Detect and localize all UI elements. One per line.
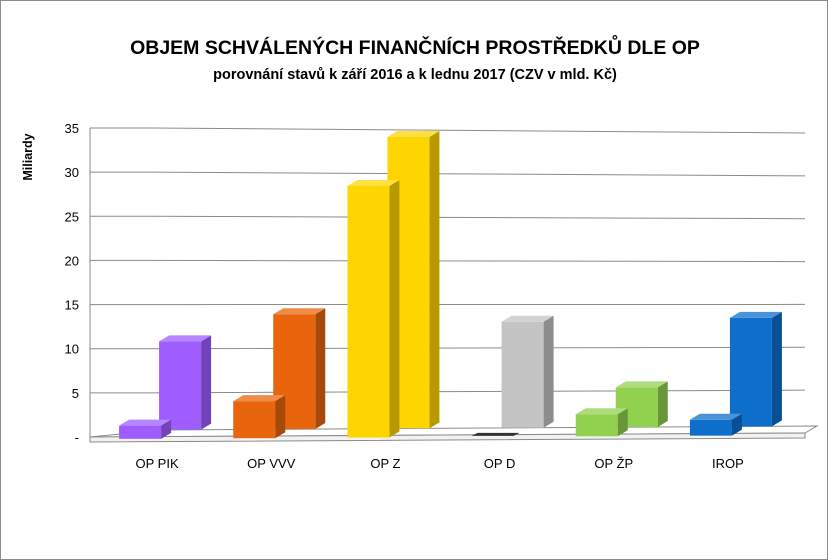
bar-front-1 (119, 419, 172, 439)
bar-top-face (347, 179, 400, 186)
y-tick-label: 5 (72, 386, 79, 401)
bar-back-4 (501, 315, 554, 428)
bar-side-face (275, 395, 286, 439)
y-tick-label: 20 (65, 253, 79, 268)
bar-top-face (689, 413, 742, 420)
x-tick-label: OP PIK (136, 456, 179, 471)
bar-front-face (159, 341, 202, 430)
bar-top-face (233, 395, 286, 402)
chart-subtitle: porovnání stavů k září 2016 a k lednu 20… (213, 67, 617, 83)
bar-front-face (347, 185, 390, 438)
y-tick-label: 25 (65, 209, 79, 224)
bar-top-face (501, 315, 554, 322)
x-axis-labels: OP PIK OP VVV OP Z OP D OP ŽP IROP (136, 456, 744, 471)
bar-front-face (689, 419, 732, 436)
y-tick-label: - (75, 430, 79, 445)
bar-side-face (161, 419, 172, 439)
bar-top-face (159, 335, 212, 342)
x-tick-label: IROP (712, 456, 744, 471)
bar-back-6 (729, 311, 782, 427)
bar-side-face (389, 179, 400, 438)
bar-front-5 (575, 408, 628, 437)
bar-back-2 (273, 308, 326, 429)
chart-title: OBJEM SCHVÁLENÝCH FINANČNÍCH PROSTŘEDKŮ … (130, 37, 700, 59)
bar-front-face (729, 317, 772, 427)
floor-edge (89, 432, 806, 443)
bar-side-face (771, 311, 782, 427)
bar-front-3 (347, 179, 400, 438)
bar-front-face (233, 401, 276, 439)
bar-side-face (657, 381, 668, 428)
bar-top-face (575, 408, 628, 415)
bar-top-face (273, 308, 326, 315)
y-axis-ticks: - 5 10 15 20 25 30 35 (65, 121, 79, 445)
gridline (90, 171, 806, 177)
y-tick-label: 15 (65, 298, 79, 313)
x-tick-label: OP Z (370, 456, 400, 471)
bar-top-face (729, 311, 782, 318)
bar-side-face (201, 335, 212, 430)
bar-side-face (617, 408, 628, 437)
gridlines (90, 127, 806, 394)
gridline (90, 215, 806, 220)
bar-side-face (731, 413, 742, 436)
bar-front-face (501, 321, 544, 428)
bar-front-4 (471, 432, 520, 436)
bar-side-face (429, 130, 440, 429)
bar-top-face (615, 381, 668, 388)
bar-front-face (119, 425, 162, 439)
x-tick-label: OP ŽP (594, 456, 633, 471)
bar-front-6 (689, 413, 742, 436)
bar-front-face (575, 414, 618, 437)
y-tick-label: 30 (65, 165, 79, 180)
bar-top-face (119, 419, 172, 426)
y-tick-label: 35 (65, 121, 79, 136)
gridline (90, 346, 806, 350)
y-tick-label: 10 (65, 342, 79, 357)
bar-front-2 (233, 395, 286, 439)
x-tick-label: OP VVV (247, 456, 296, 471)
gridline (90, 127, 806, 134)
bar-back-1 (159, 335, 212, 430)
bar-side-face (543, 315, 554, 428)
x-tick-label: OP D (484, 456, 516, 471)
gridline (90, 389, 806, 394)
bar-side-face (315, 308, 326, 429)
bar-top-face (387, 130, 440, 137)
gridline (90, 259, 806, 263)
